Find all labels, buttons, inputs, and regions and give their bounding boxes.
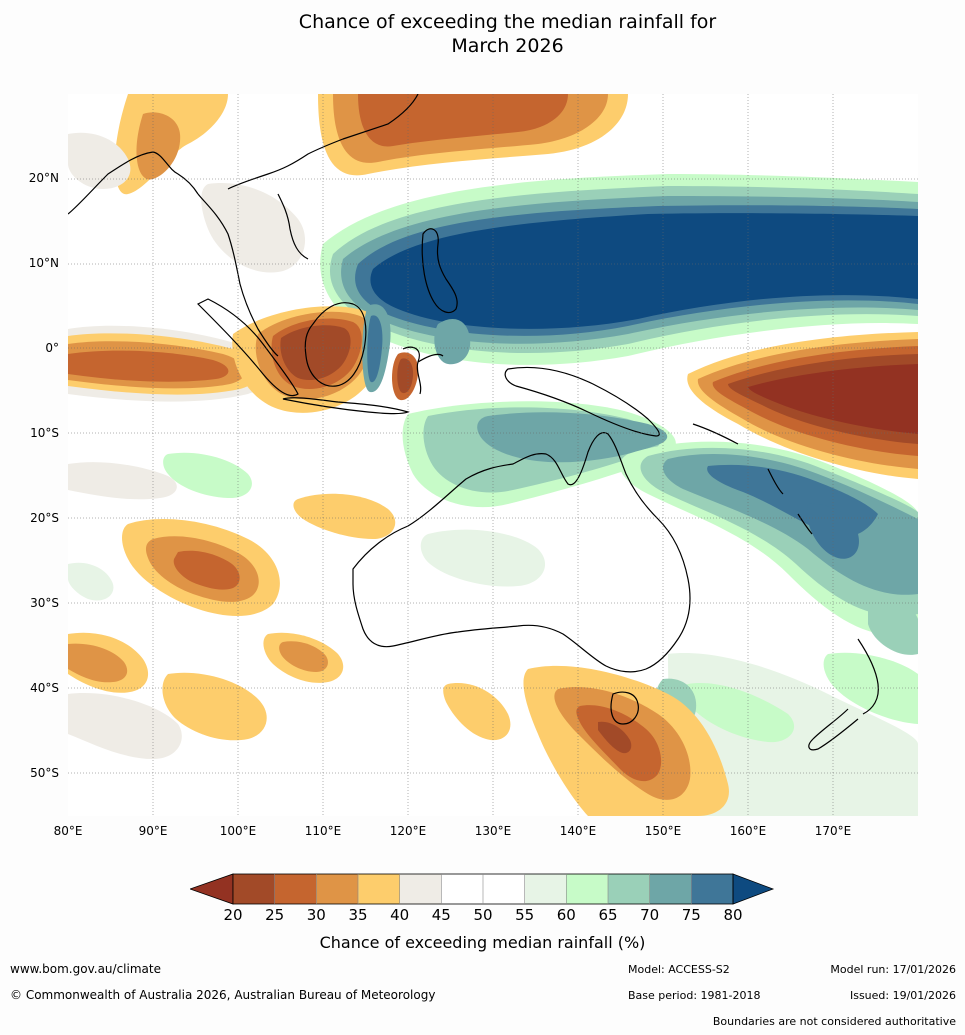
lat-label-10n: 10°N bbox=[28, 256, 59, 270]
coastlines bbox=[68, 94, 879, 751]
colorbar-tick-25: 25 bbox=[265, 906, 285, 924]
dry-area-indian-ocean-west bbox=[68, 325, 268, 402]
dry-area-southern-ocean bbox=[443, 665, 729, 816]
colorbar-swatch-35-40 bbox=[358, 874, 400, 904]
colorbar-tick-35: 35 bbox=[348, 906, 368, 924]
lat-label-30s: 30°S bbox=[30, 596, 59, 610]
graticule bbox=[68, 94, 918, 816]
lon-label-140e: 140°E bbox=[559, 824, 597, 838]
colorbar-tick-30: 30 bbox=[306, 906, 326, 924]
lon-label-80e: 80°E bbox=[53, 824, 83, 838]
colorbar-tick-20: 20 bbox=[223, 906, 243, 924]
colorbar bbox=[190, 873, 775, 905]
lon-label-110e: 110°E bbox=[304, 824, 342, 838]
colorbar-over-arrow bbox=[732, 873, 775, 905]
colorbar-swatch-40-45 bbox=[399, 874, 442, 904]
lat-label-40s: 40°S bbox=[30, 681, 59, 695]
lon-label-170e: 170°E bbox=[814, 824, 852, 838]
colorbar-swatch-30-35 bbox=[316, 874, 358, 904]
colorbar-tick-60: 60 bbox=[556, 906, 576, 924]
colorbar-swatch-75-80 bbox=[691, 874, 733, 904]
issued-date: Issued: 19/01/2026 bbox=[849, 989, 956, 1002]
colorbar-swatch-20-25 bbox=[233, 874, 275, 904]
lon-label-150e: 150°E bbox=[644, 824, 682, 838]
model-run-date: Model run: 17/01/2026 bbox=[830, 963, 956, 976]
colorbar-tick-75: 75 bbox=[681, 906, 701, 924]
copyright-text: © Commonwealth of Australia 2026, Austra… bbox=[10, 988, 436, 1002]
lon-label-160e: 160°E bbox=[729, 824, 767, 838]
colorbar-swatch-25-30 bbox=[274, 874, 317, 904]
colorbar-swatch-55-60 bbox=[524, 874, 567, 904]
title-line-2: March 2026 bbox=[451, 35, 564, 57]
colorbar-tick-45: 45 bbox=[431, 906, 451, 924]
wet-area-coral-sea bbox=[619, 441, 918, 655]
colorbar-tick-80: 80 bbox=[723, 906, 743, 924]
neutral-patches bbox=[68, 132, 546, 601]
lat-label-10s: 10°S bbox=[30, 426, 59, 440]
lat-label-0: 0° bbox=[45, 341, 59, 355]
lat-label-20n: 20°N bbox=[28, 171, 59, 185]
colorbar-label: Chance of exceeding median rainfall (%) bbox=[319, 933, 646, 952]
colorbar-dividers bbox=[274, 874, 692, 904]
lon-label-90e: 90°E bbox=[138, 824, 168, 838]
colorbar-tick-70: 70 bbox=[640, 906, 660, 924]
colorbar-tick-55: 55 bbox=[515, 906, 535, 924]
wet-band-north-pacific bbox=[320, 174, 918, 365]
colorbar-tick-65: 65 bbox=[598, 906, 618, 924]
lat-label-50s: 50°S bbox=[30, 766, 59, 780]
colorbar-under-arrow bbox=[190, 873, 234, 905]
lat-label-20s: 20°S bbox=[30, 511, 59, 525]
lon-label-130e: 130°E bbox=[474, 824, 512, 838]
colorbar-swatch-50-55 bbox=[483, 874, 525, 904]
rainfall-map bbox=[68, 94, 918, 816]
colorbar-tick-50: 50 bbox=[473, 906, 493, 924]
dry-area-indonesia bbox=[232, 306, 419, 413]
colorbar-swatch-65-70 bbox=[608, 874, 650, 904]
dry-band-central-pacific bbox=[687, 332, 918, 479]
colorbar-swatch-60-65 bbox=[566, 874, 608, 904]
base-period: Base period: 1981-2018 bbox=[628, 989, 761, 1002]
model-name: Model: ACCESS-S2 bbox=[628, 963, 730, 976]
dry-area-indian-ocean-south bbox=[68, 462, 396, 759]
title-line-1: Chance of exceeding the median rainfall … bbox=[298, 11, 717, 33]
boundaries-disclaimer: Boundaries are not considered authoritat… bbox=[712, 1015, 956, 1028]
lon-label-100e: 100°E bbox=[219, 824, 257, 838]
lon-label-120e: 120°E bbox=[389, 824, 427, 838]
website-link[interactable]: www.bom.gov.au/climate bbox=[10, 962, 161, 976]
colorbar-swatch-45-50 bbox=[441, 874, 483, 904]
colorbar-tick-40: 40 bbox=[390, 906, 410, 924]
dry-area-south-china-sea-north bbox=[114, 94, 628, 195]
wet-area-tasman-new-zealand bbox=[654, 652, 918, 816]
chart-title: Chance of exceeding the median rainfall … bbox=[0, 10, 965, 58]
colorbar-swatch-70-75 bbox=[649, 874, 692, 904]
